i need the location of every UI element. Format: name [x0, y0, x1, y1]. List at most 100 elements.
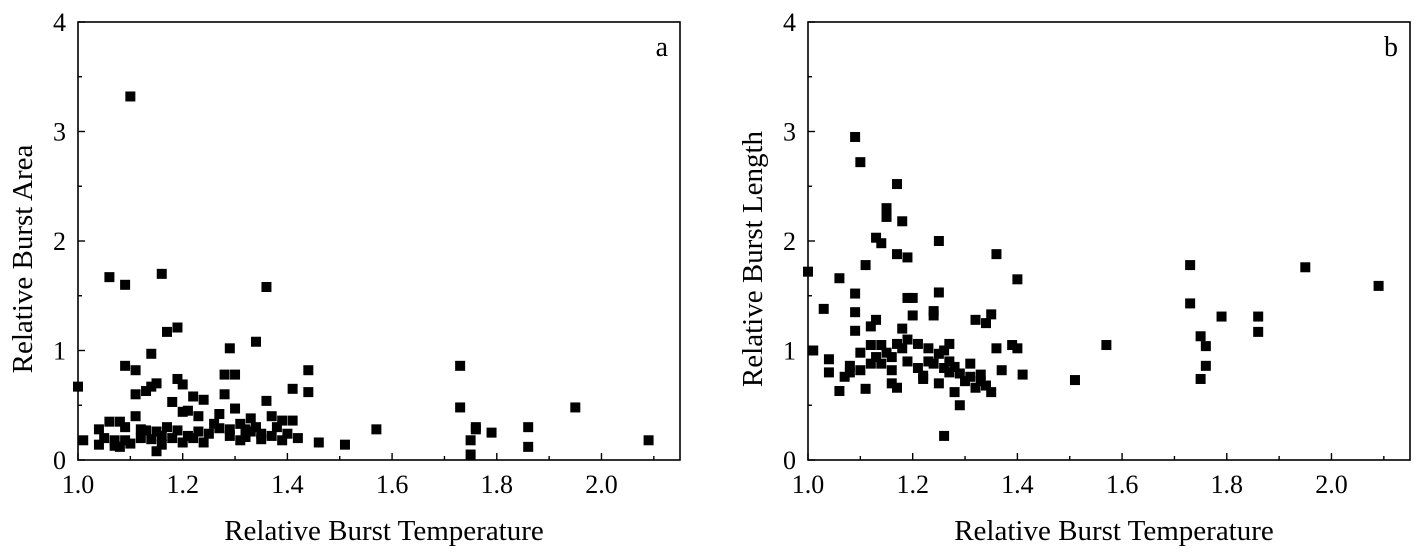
- scatter-point: [177, 437, 188, 448]
- scatter-point: [954, 368, 965, 379]
- scatter-point: [455, 360, 466, 371]
- scatter-point: [219, 389, 230, 400]
- scatter-point: [130, 389, 141, 400]
- scatter-point: [141, 386, 152, 397]
- y-tick-label: 2: [783, 227, 796, 256]
- scatter-point: [918, 370, 929, 381]
- scatter-point: [146, 434, 157, 445]
- scatter-point: [970, 314, 981, 325]
- scatter-point: [240, 432, 251, 443]
- scatter-point: [114, 441, 125, 452]
- scatter-point: [120, 279, 131, 290]
- scatter-point: [120, 422, 131, 433]
- scatter-point: [465, 435, 476, 446]
- panel-label: b: [1384, 32, 1398, 63]
- scatter-point: [167, 396, 178, 407]
- plot-frame-b: [807, 21, 1411, 461]
- scatter-point: [235, 435, 246, 446]
- scatter-point: [188, 433, 199, 444]
- y-tick-label: 2: [53, 227, 66, 256]
- scatter-point: [902, 334, 913, 345]
- scatter-point: [120, 435, 131, 446]
- scatter-point: [1017, 369, 1028, 380]
- scatter-point: [933, 348, 944, 359]
- scatter-point: [996, 365, 1007, 376]
- scatter-point: [1253, 326, 1264, 337]
- x-tick-label: 1.6: [1106, 470, 1139, 499]
- scatter-point: [135, 424, 146, 435]
- scatter-point: [151, 378, 162, 389]
- scatter-point: [130, 365, 141, 376]
- scatter-point: [277, 415, 288, 426]
- scatter-point: [109, 440, 120, 451]
- scatter-point: [230, 369, 241, 380]
- scatter-point: [1012, 343, 1023, 354]
- scatter-point: [93, 439, 104, 450]
- scatter-point: [975, 369, 986, 380]
- scatter-point: [860, 260, 871, 271]
- scatter-point: [965, 371, 976, 382]
- scatter-point: [860, 383, 871, 394]
- scatter-point: [871, 352, 882, 363]
- scatter-point: [970, 382, 981, 393]
- scatter-point: [954, 400, 965, 411]
- scatter-point: [104, 272, 115, 283]
- scatter-point: [455, 402, 466, 413]
- scatter-point: [266, 411, 277, 422]
- scatter-point: [78, 435, 89, 446]
- scatter-point: [844, 367, 855, 378]
- scatter-point: [939, 430, 950, 441]
- scatter-point: [177, 379, 188, 390]
- scatter-point: [855, 365, 866, 376]
- scatter-point: [933, 287, 944, 298]
- x-tick-label: 2.0: [585, 470, 618, 499]
- scatter-point: [245, 426, 256, 437]
- x-tick-label: 2.0: [1315, 470, 1348, 499]
- scatter-point: [834, 386, 845, 397]
- scatter-point: [146, 381, 157, 392]
- scatter-point: [823, 354, 834, 365]
- scatter-point: [313, 437, 324, 448]
- scatter-point: [209, 418, 220, 429]
- scatter-point: [865, 358, 876, 369]
- scatter-point: [876, 358, 887, 369]
- scatter-point: [156, 439, 167, 450]
- scatter-point: [975, 376, 986, 387]
- scatter-point: [287, 415, 298, 426]
- scatter-point: [886, 352, 897, 363]
- scatter-point: [104, 416, 115, 427]
- scatter-point: [1069, 375, 1080, 386]
- scatter-point: [907, 292, 918, 303]
- scatter-point: [991, 249, 1002, 260]
- scatter-point: [125, 91, 136, 102]
- scatter-point: [486, 427, 497, 438]
- scatter-point: [287, 383, 298, 394]
- x-tick-label: 1.2: [896, 470, 929, 499]
- scatter-point: [886, 378, 897, 389]
- scatter-point: [855, 347, 866, 358]
- scatter-point: [850, 307, 861, 318]
- scatter-point: [172, 373, 183, 384]
- scatter-point: [844, 360, 855, 371]
- scatter-point: [907, 310, 918, 321]
- scatter-point: [1012, 274, 1023, 285]
- scatter-point: [523, 422, 534, 433]
- scatter-point: [803, 266, 813, 277]
- scatter-point: [193, 411, 204, 422]
- scatter-point: [271, 422, 282, 433]
- scatter-point: [1373, 280, 1384, 291]
- scatter-point: [193, 426, 204, 437]
- scatter-point: [224, 343, 235, 354]
- scatter-point: [1195, 373, 1206, 384]
- scatter-point: [156, 430, 167, 441]
- scatter-point: [1216, 311, 1227, 322]
- scatter-point: [250, 336, 261, 347]
- scatter-point: [897, 323, 908, 334]
- scatter-point: [839, 371, 850, 382]
- scatter-point: [876, 238, 887, 249]
- scatter-point: [303, 365, 314, 376]
- y-tick-label: 4: [53, 8, 66, 37]
- scatter-point: [891, 338, 902, 349]
- scatter-point: [850, 131, 861, 142]
- y-tick-label: 1: [783, 337, 796, 366]
